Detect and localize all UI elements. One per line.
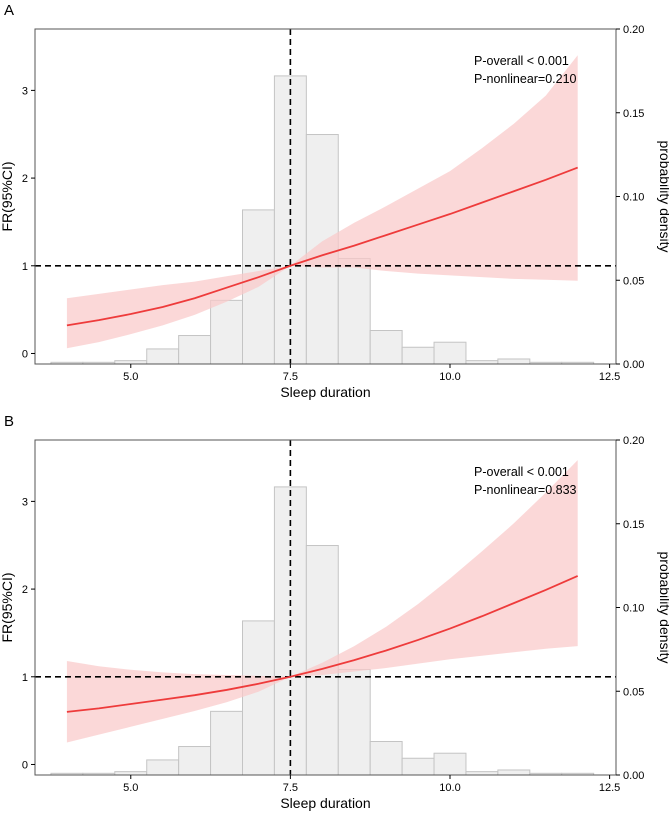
histogram-bar xyxy=(401,757,435,776)
y-tick-label: 2 xyxy=(22,584,28,596)
histogram-bar xyxy=(242,620,275,776)
histogram-bar xyxy=(465,771,499,776)
annotation: P-nonlinear=0.210 xyxy=(474,72,577,86)
x-axis-label: Sleep duration xyxy=(280,384,370,400)
annotation: P-overall < 0.001 xyxy=(474,465,569,479)
histogram-bar xyxy=(465,360,499,365)
y2-tick-label: 0.10 xyxy=(623,192,644,204)
y-axis-label: FR(95%CI) xyxy=(0,572,15,642)
hazard-curve xyxy=(66,166,579,327)
y2-tick-label: 0.00 xyxy=(623,770,644,782)
y2-tick-label: 0.20 xyxy=(623,435,644,447)
panel-label: B xyxy=(4,413,14,430)
histogram-bar xyxy=(146,348,180,365)
y2-tick-label: 0.05 xyxy=(623,275,644,287)
histogram-bar xyxy=(401,346,435,365)
y2-tick-label: 0.15 xyxy=(623,519,644,531)
histogram-bar xyxy=(337,668,371,776)
y-tick-label: 3 xyxy=(22,496,28,508)
x-tick-label: 10.0 xyxy=(439,782,460,794)
x-tick-label: 7.5 xyxy=(283,782,298,794)
histogram xyxy=(50,75,595,365)
y2-tick-label: 0.15 xyxy=(623,108,644,120)
x-tick-label: 12.5 xyxy=(599,371,620,383)
y-tick-label: 2 xyxy=(22,173,28,185)
y-tick-label: 0 xyxy=(22,759,28,771)
x-axis-label: Sleep duration xyxy=(280,795,370,811)
histogram-bar xyxy=(210,710,243,776)
histogram-bar xyxy=(369,741,403,776)
x-tick-label: 5.0 xyxy=(123,782,138,794)
histogram-bar xyxy=(146,759,180,776)
panel-label: A xyxy=(4,2,14,19)
histogram-bar xyxy=(497,358,531,365)
y2-tick-label: 0.00 xyxy=(623,359,644,371)
panel-b: B 0 1 2 3 0.00 0.05 0.10 0.15 0.20 5.0 7.5 10.0 12.5 S… xyxy=(0,413,669,811)
y2-tick-label: 0.20 xyxy=(623,24,644,36)
histogram-bar xyxy=(178,746,212,776)
y2-tick-label: 0.05 xyxy=(623,686,644,698)
y-axis-label: FR(95%CI) xyxy=(0,161,15,231)
y2-tick-label: 0.10 xyxy=(623,603,644,615)
annotation: P-overall < 0.001 xyxy=(474,54,569,68)
x-tick-label: 7.5 xyxy=(283,371,298,383)
y-tick-label: 3 xyxy=(22,85,28,97)
histogram-bar xyxy=(114,771,148,776)
histogram-bar xyxy=(210,299,243,365)
histogram-bar xyxy=(178,335,212,365)
confidence-band xyxy=(66,55,578,349)
x-tick-label: 10.0 xyxy=(439,371,460,383)
y2-axis-label: probability density xyxy=(657,551,669,663)
y-tick-label: 1 xyxy=(22,261,28,273)
y2-axis-label: probability density xyxy=(657,140,669,252)
histogram-bar xyxy=(337,257,371,365)
x-tick-label: 12.5 xyxy=(599,782,620,794)
confidence-band xyxy=(66,460,578,743)
x-tick-label: 5.0 xyxy=(123,371,138,383)
histogram-bar xyxy=(114,360,148,365)
histogram-bar xyxy=(497,769,531,776)
annotation: P-nonlinear=0.833 xyxy=(474,483,577,497)
y-tick-label: 0 xyxy=(22,348,28,360)
histogram-bar xyxy=(433,752,467,776)
hazard-curve xyxy=(66,575,579,713)
y-tick-label: 1 xyxy=(22,672,28,684)
panel-a: A 0 1 2 3 0.00 0.05 0.10 0.15 0.20 5.0 7.5 10.0 12.5 S… xyxy=(0,2,669,400)
histogram-bar xyxy=(369,330,403,365)
histogram-bar xyxy=(433,341,467,365)
